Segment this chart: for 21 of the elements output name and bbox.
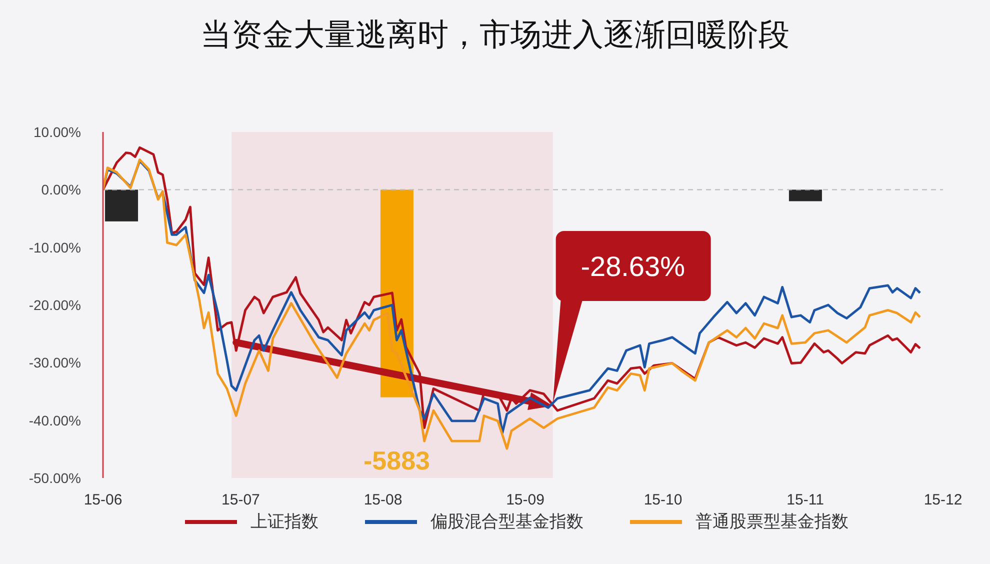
y-tick-label: -20.00% (28, 296, 81, 313)
y-tick-label: -10.00% (28, 239, 81, 256)
x-tick-label: 15-08 (364, 492, 402, 509)
annotation: -28.63% (580, 251, 685, 282)
x-tick-label: 15-12 (924, 492, 962, 509)
y-tick-label: 0.00% (41, 182, 81, 198)
x-tick-label: 15-06 (84, 492, 122, 509)
y-tick-label: -40.00% (28, 412, 81, 428)
callout-box: -28.63% (552, 231, 711, 404)
y-tick-label: 10.00% (34, 124, 81, 140)
x-tick-label: 15-11 (786, 492, 824, 509)
x-tick-label: 15-10 (644, 492, 682, 509)
x-tick-label: 15-07 (222, 492, 260, 509)
annotation: -5883 (364, 445, 430, 476)
legend-label: 普通股票型基金指数 (696, 511, 848, 533)
legend-label: 偏股混合型基金指数 (430, 511, 584, 533)
y-tick-label: -50.00% (28, 470, 81, 486)
legend-label: 上证指数 (250, 511, 318, 533)
y-tick-label: -30.00% (28, 354, 81, 371)
x-tick-label: 15-09 (506, 492, 544, 509)
chart-title: 当资金大量逃离时，市场进入逐渐回暖阶段 (200, 16, 790, 55)
